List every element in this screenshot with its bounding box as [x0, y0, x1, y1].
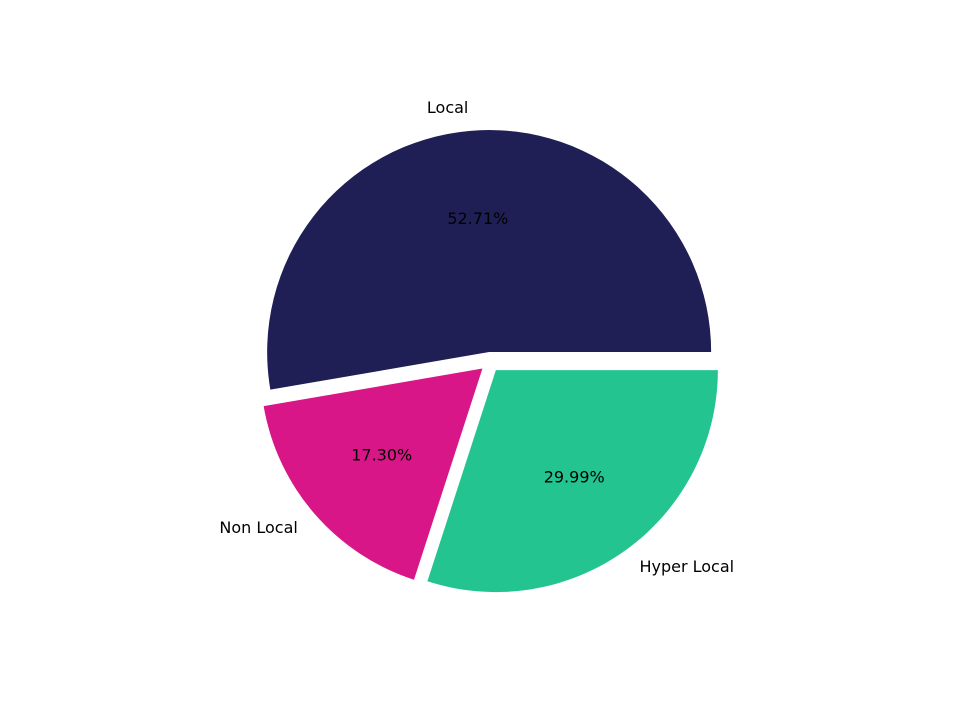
percent-label: 17.30%	[351, 445, 412, 464]
slice-label: Non Local	[219, 518, 297, 537]
pie-slice	[263, 368, 483, 580]
slice-label: Local	[427, 98, 468, 117]
percent-label: 29.99%	[544, 467, 605, 486]
pie-slice	[267, 130, 712, 390]
slice-label: Hyper Local	[639, 557, 734, 576]
percent-label: 52.71%	[447, 209, 508, 228]
pie-slice	[427, 370, 718, 593]
